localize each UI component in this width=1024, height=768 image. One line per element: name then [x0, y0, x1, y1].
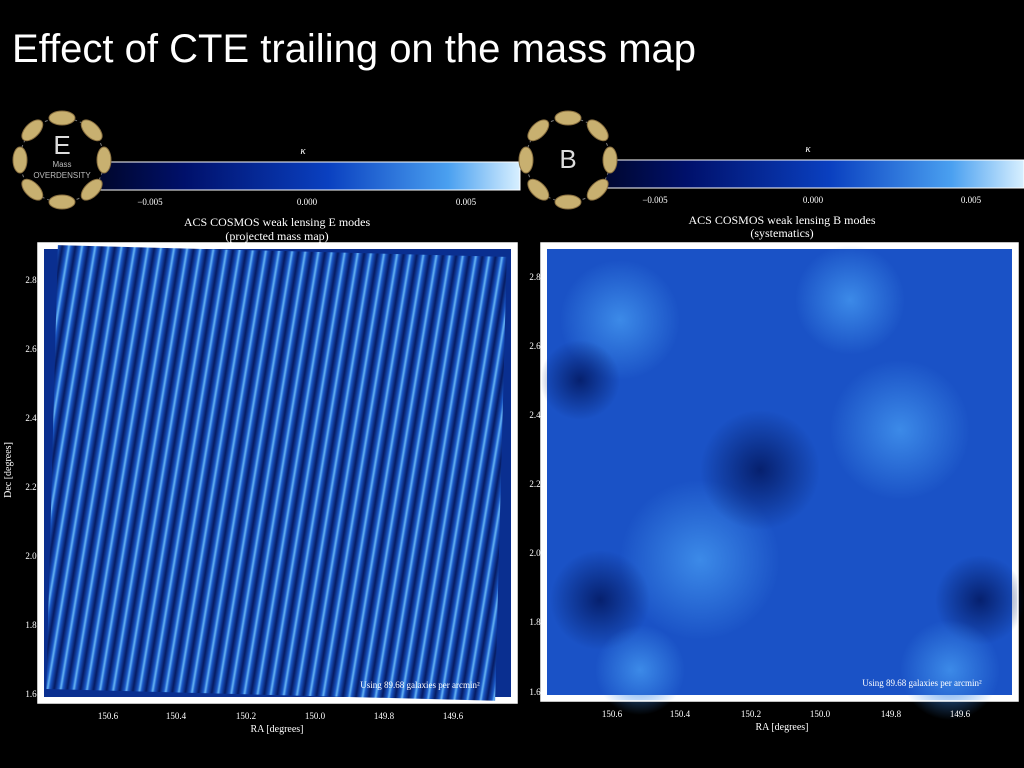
- map-feature: [900, 620, 1000, 720]
- y-tick-label: 1.8: [25, 620, 37, 630]
- y-tick-label: 2.4: [529, 410, 541, 420]
- badge-caption: Mass: [52, 160, 71, 169]
- y-tick-label: 2.8: [529, 272, 541, 282]
- x-tick-label: 149.6: [443, 711, 464, 721]
- y-tick-label: 2.6: [25, 344, 37, 354]
- colorbar-tick-label: 0.000: [297, 197, 318, 207]
- map-feature: [795, 245, 905, 355]
- x-tick-label: 149.8: [374, 711, 395, 721]
- colorbar-label: κ: [805, 143, 811, 155]
- colorbar: [39, 161, 521, 191]
- badge-galaxy: [554, 194, 582, 210]
- badge-galaxy: [527, 119, 550, 142]
- x-tick-label: 149.8: [881, 709, 902, 719]
- map-feature: [700, 410, 820, 530]
- colorbar-tick-label: 0.005: [456, 197, 477, 207]
- badge-galaxy: [554, 110, 582, 126]
- y-tick-label: 1.6: [25, 689, 37, 699]
- y-tick-label: 2.0: [529, 548, 541, 558]
- map-feature: [830, 360, 970, 500]
- map-stripes: [46, 245, 507, 701]
- annotation: Using 89.68 galaxies per arcmin²: [360, 680, 480, 690]
- badge-galaxy: [80, 178, 103, 201]
- badge-galaxy: [602, 146, 618, 174]
- plot-title: (systematics): [750, 226, 813, 240]
- x-axis-label: RA [degrees]: [755, 722, 808, 733]
- map-frame: [540, 242, 1019, 702]
- x-tick-label: 150.4: [670, 709, 691, 719]
- map-feature: [595, 625, 685, 715]
- y-tick-label: 2.8: [25, 275, 37, 285]
- badge-galaxy: [518, 146, 534, 174]
- x-tick-label: 150.6: [602, 709, 623, 719]
- badge-caption: OVERDENSITY: [33, 171, 91, 180]
- y-tick-label: 2.2: [25, 482, 36, 492]
- badge-letter: E: [53, 130, 70, 160]
- badge-galaxy: [527, 178, 550, 201]
- y-tick-label: 2.0: [25, 551, 37, 561]
- y-tick-label: 2.4: [25, 413, 37, 423]
- y-tick-label: 2.6: [529, 341, 541, 351]
- badge-galaxy: [48, 110, 76, 126]
- colorbar-tick-label: −0.005: [137, 197, 163, 207]
- y-tick-label: 2.2: [529, 479, 540, 489]
- x-tick-label: 150.2: [741, 709, 761, 719]
- badge-letter: B: [559, 144, 576, 174]
- plot-title: ACS COSMOS weak lensing B modes: [688, 213, 875, 227]
- plot-title: ACS COSMOS weak lensing E modes: [184, 215, 371, 229]
- x-axis-label: RA [degrees]: [250, 724, 303, 735]
- x-tick-label: 149.6: [950, 709, 971, 719]
- y-tick-label: 1.8: [529, 617, 541, 627]
- x-tick-label: 150.2: [236, 711, 256, 721]
- map-feature: [550, 550, 650, 650]
- x-tick-label: 150.0: [305, 711, 326, 721]
- y-tick-label: 1.6: [529, 687, 541, 697]
- plot-title: (projected mass map): [225, 229, 328, 243]
- slide-title: Effect of CTE trailing on the mass map: [12, 27, 696, 71]
- colorbar-tick-label: −0.005: [642, 195, 668, 205]
- x-tick-label: 150.6: [98, 711, 119, 721]
- colorbar-tick-label: 0.000: [803, 195, 824, 205]
- colorbar-tick-label: 0.005: [961, 195, 982, 205]
- map-feature: [540, 340, 620, 420]
- badge-galaxy: [586, 119, 609, 142]
- badge-galaxy: [96, 146, 112, 174]
- x-tick-label: 150.4: [166, 711, 187, 721]
- annotation: Using 89.68 galaxies per arcmin²: [862, 678, 982, 688]
- badge-galaxy: [48, 194, 76, 210]
- badge-galaxy: [21, 178, 44, 201]
- badge-galaxy: [80, 119, 103, 142]
- colorbar-label: κ: [300, 145, 306, 157]
- panels: κ −0.005 0.000 0.005 ACS COSMOS weak lensing…: [3, 110, 1024, 735]
- map-frame: [37, 242, 518, 704]
- badge-galaxy: [12, 146, 28, 174]
- x-tick-label: 150.0: [810, 709, 831, 719]
- badge-galaxy: [586, 178, 609, 201]
- y-axis-label: Dec [degrees]: [3, 442, 14, 498]
- badge-galaxy: [21, 119, 44, 142]
